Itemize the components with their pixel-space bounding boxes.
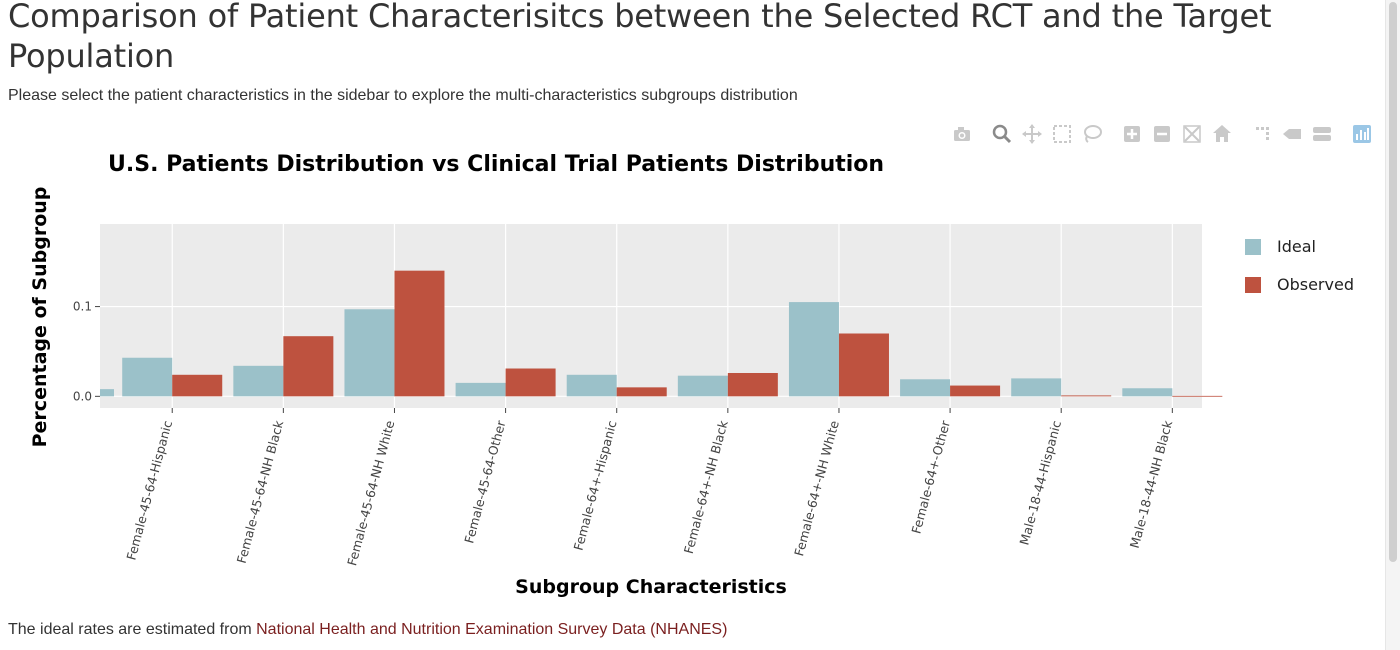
- box-select-icon[interactable]: [1050, 122, 1074, 146]
- bar-observed[interactable]: [950, 385, 1001, 397]
- bar-ideal-partial[interactable]: [100, 389, 114, 397]
- bar-ideal[interactable]: [122, 357, 173, 397]
- x-tick-label: Female-45-64-NH White: [344, 419, 397, 568]
- legend-swatch-ideal[interactable]: [1245, 239, 1261, 255]
- legend-label-ideal[interactable]: Ideal: [1277, 237, 1316, 256]
- bar-observed[interactable]: [838, 333, 889, 397]
- bar-ideal[interactable]: [1122, 388, 1173, 397]
- zoom-in-icon[interactable]: [1120, 122, 1144, 146]
- page-subtitle: Please select the patient characteristic…: [8, 87, 798, 104]
- y-axis-title: Percentage of Subgroup: [29, 187, 51, 448]
- x-tick-label: Female-45-64-Other: [461, 418, 508, 545]
- y-tick-label: 0.0: [73, 389, 92, 403]
- hover-compare-icon[interactable]: [1310, 122, 1334, 146]
- page-title: Comparison of Patient Characterisitcs be…: [8, 0, 1272, 75]
- bar-ideal[interactable]: [677, 375, 728, 397]
- x-tick-label: Female-64+-NH Black: [681, 418, 731, 555]
- bar-ideal[interactable]: [233, 365, 284, 397]
- lasso-select-icon[interactable]: [1080, 122, 1104, 146]
- nhanes-link[interactable]: National Health and Nutrition Examinatio…: [256, 621, 728, 638]
- home-icon[interactable]: [1210, 122, 1234, 146]
- chart-title: U.S. Patients Distribution vs Clinical T…: [108, 152, 884, 177]
- bar-chart: U.S. Patients Distribution vs Clinical T…: [29, 152, 1354, 598]
- spike-lines-icon[interactable]: [1250, 122, 1274, 146]
- page-scrollbar[interactable]: [1385, 0, 1400, 650]
- legend-label-observed[interactable]: Observed: [1277, 275, 1354, 294]
- data-source-note: The ideal rates are estimated from Natio…: [8, 621, 727, 639]
- pan-icon[interactable]: [1020, 122, 1044, 146]
- x-tick-label: Female-45-64-Hispanic: [123, 419, 175, 562]
- bar-observed[interactable]: [1061, 395, 1112, 397]
- x-tick-label: Male-18-44-Hispanic: [1016, 419, 1064, 547]
- data-source-prefix: The ideal rates are estimated from: [8, 621, 257, 638]
- plotly-logo-icon[interactable]: [1350, 122, 1374, 146]
- bar-ideal[interactable]: [1011, 378, 1062, 397]
- bar-ideal[interactable]: [900, 379, 951, 397]
- bar-ideal[interactable]: [788, 302, 839, 397]
- legend-swatch-observed[interactable]: [1245, 277, 1261, 293]
- zoom-icon[interactable]: [990, 122, 1014, 146]
- x-axis-title: Subgroup Characteristics: [515, 576, 787, 598]
- bar-observed[interactable]: [283, 336, 334, 397]
- bar-observed[interactable]: [727, 372, 778, 397]
- autoscale-icon[interactable]: [1180, 122, 1204, 146]
- bar-observed[interactable]: [616, 387, 667, 397]
- x-tick-label: Female-45-64-NH Black: [234, 418, 287, 565]
- bar-observed[interactable]: [172, 374, 223, 397]
- x-tick-label: Male-18-44-NH Black: [1127, 418, 1176, 550]
- bar-observed[interactable]: [505, 368, 556, 397]
- y-tick-label: 0.1: [73, 300, 92, 314]
- bar-observed[interactable]: [394, 270, 445, 397]
- hover-closest-icon[interactable]: [1280, 122, 1304, 146]
- plot-modebar: [948, 122, 1378, 146]
- x-tick-label: Female-64+-NH White: [791, 419, 842, 558]
- camera-icon[interactable]: [950, 122, 974, 146]
- scrollbar-thumb[interactable]: [1389, 2, 1397, 562]
- x-tick-label: Female-64+-Other: [908, 418, 953, 535]
- bar-ideal[interactable]: [455, 382, 506, 397]
- bar-ideal[interactable]: [566, 374, 617, 397]
- bar-ideal[interactable]: [344, 309, 395, 397]
- bar-observed[interactable]: [1172, 395, 1223, 397]
- x-tick-label: Female-64+-Hispanic: [570, 419, 619, 552]
- zoom-out-icon[interactable]: [1150, 122, 1174, 146]
